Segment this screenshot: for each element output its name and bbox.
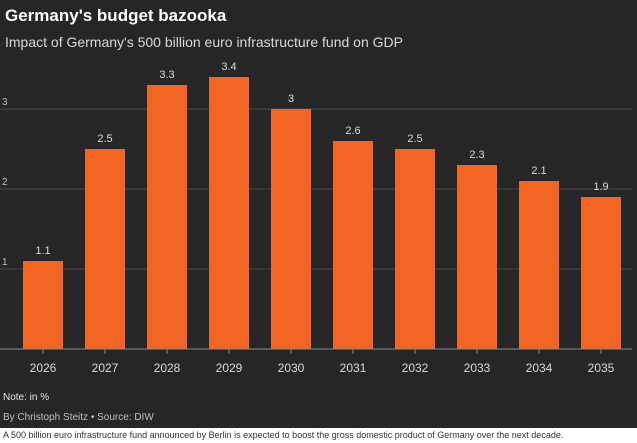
bar xyxy=(85,149,125,349)
data-labels: 1.1 2.5 3.3 3.4 3 2.6 2.5 2.3 2.1 1.9 xyxy=(35,61,608,257)
chart-credit: By Christoph Steitz • Source: DIW xyxy=(3,412,154,423)
bars xyxy=(23,77,621,349)
x-tick-label: 2030 xyxy=(278,361,305,375)
data-label: 1.1 xyxy=(35,245,50,257)
bar-chart: 123 1.12.53.33.432.62.52.32.11.9 2026 202… xyxy=(0,61,632,375)
x-tick-label: 2035 xyxy=(588,361,615,375)
bar xyxy=(209,77,249,349)
image-caption: A 500 billion euro infrastructure fund a… xyxy=(3,430,564,440)
chart-subtitle: Impact of Germany's 500 billion euro inf… xyxy=(5,34,403,50)
bar xyxy=(23,261,63,349)
bar xyxy=(395,149,435,349)
x-tick-label: 2026 xyxy=(30,361,57,375)
x-tick-label: 2032 xyxy=(402,361,429,375)
data-label: 2.1 xyxy=(531,165,546,177)
x-axis: 2026 2027 2028 2029 2030 2031 2032 2033 2034 2035 xyxy=(0,348,632,375)
x-tick-label: 2031 xyxy=(340,361,367,375)
chart-title: Germany's budget bazooka xyxy=(5,6,227,25)
bar xyxy=(147,85,187,349)
x-tick-label: 2034 xyxy=(526,361,553,375)
y-tick-label: 1 xyxy=(2,257,8,268)
data-label: 2.5 xyxy=(97,133,112,145)
data-label: 2.3 xyxy=(469,149,484,161)
y-tick-label: 3 xyxy=(2,97,8,108)
bar xyxy=(519,181,559,349)
chart-note: Note: in % xyxy=(3,392,50,403)
x-tick-label: 2028 xyxy=(154,361,181,375)
data-label: 3 xyxy=(288,93,294,105)
bar xyxy=(333,141,373,349)
data-label: 3.3 xyxy=(159,69,174,81)
x-tick-label: 2033 xyxy=(464,361,491,375)
data-label: 2.5 xyxy=(407,133,422,145)
chart-panel: Germany's budget bazooka Impact of Germa… xyxy=(0,0,637,428)
x-tick-label: 2027 xyxy=(92,361,119,375)
bar xyxy=(271,109,311,349)
data-label: 3.4 xyxy=(221,61,236,73)
data-label: 2.6 xyxy=(345,125,360,137)
data-label: 1.9 xyxy=(593,181,608,193)
x-tick-label: 2029 xyxy=(216,361,243,375)
y-tick-label: 2 xyxy=(2,177,8,188)
bar xyxy=(581,197,621,349)
bar xyxy=(457,165,497,349)
